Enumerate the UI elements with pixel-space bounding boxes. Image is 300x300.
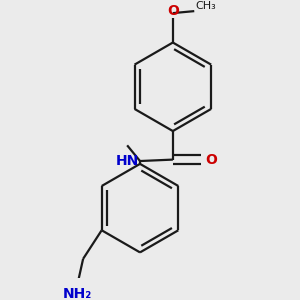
Text: CH₃: CH₃	[196, 1, 216, 10]
Text: O: O	[205, 153, 217, 166]
Text: O: O	[167, 4, 179, 18]
Text: NH₂: NH₂	[63, 287, 92, 300]
Text: HN: HN	[115, 154, 139, 168]
